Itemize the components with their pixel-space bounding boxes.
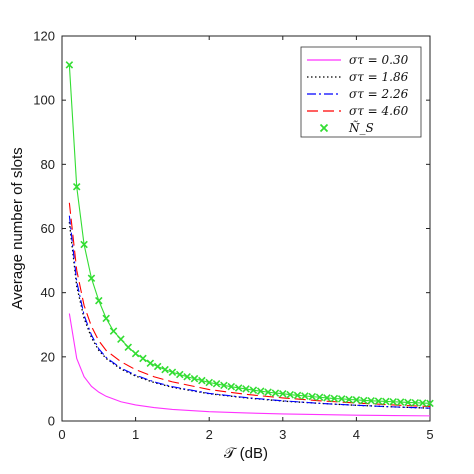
legend-entry-label: στ = 0.30 (349, 53, 409, 67)
data-point-marker (382, 397, 390, 406)
y-tick-label: 0 (48, 414, 55, 429)
legend-entry-label: στ = 4.60 (349, 104, 409, 118)
data-point-marker (271, 389, 280, 397)
data-point-marker (190, 374, 199, 383)
legend-entry-label: στ = 1.86 (349, 70, 409, 84)
data-point-marker (168, 368, 177, 376)
data-point-marker (426, 399, 434, 408)
data-point-marker (95, 296, 103, 305)
data-point-marker (65, 61, 74, 69)
data-point-marker (139, 354, 147, 363)
data-point-marker (124, 343, 133, 351)
data-point-marker (308, 392, 317, 401)
series-line-0 (68, 313, 431, 417)
data-point-marker (212, 380, 221, 388)
data-point-marker (345, 395, 353, 404)
data-point-marker (227, 382, 236, 391)
data-point-marker (286, 390, 294, 399)
data-point-marker (80, 240, 88, 249)
x-tick-label: 0 (58, 427, 65, 442)
legend-entry-label: Ñ_S (348, 120, 374, 135)
data-point-marker (367, 397, 375, 405)
x-tick-label: 3 (279, 427, 286, 442)
data-point-marker (87, 274, 96, 282)
data-point-marker (418, 399, 427, 407)
data-point-marker (293, 391, 302, 400)
data-point-marker (330, 394, 339, 403)
series-line-2 (68, 215, 431, 409)
data-point-marker (72, 183, 81, 191)
y-tick-label: 20 (41, 349, 55, 364)
data-point-marker (411, 398, 420, 407)
data-point-marker (205, 378, 213, 387)
data-point-marker (323, 394, 331, 402)
data-point-marker (175, 370, 184, 379)
data-point-marker (242, 385, 250, 393)
data-point-marker (264, 388, 272, 396)
series-line-3 (68, 202, 431, 408)
data-point-marker (161, 365, 169, 374)
x-axis-ticks: 0 1 2 3 4 5 (58, 36, 434, 442)
plot-area (61, 35, 434, 422)
data-point-marker (249, 386, 258, 394)
x-tick-label: 4 (353, 427, 360, 442)
data-point-marker (131, 349, 140, 358)
data-point-marker (301, 392, 309, 400)
legend-entry-label: στ = 2.26 (349, 87, 409, 101)
x-tick-label: 2 (206, 427, 213, 442)
legend-box (300, 46, 422, 138)
y-axis-ticks: 0 20 40 60 80 100 120 (33, 29, 430, 429)
x-tick-label: 5 (426, 427, 433, 442)
y-tick-label: 40 (41, 285, 55, 300)
data-point-marker (109, 327, 118, 335)
data-point-marker (396, 398, 405, 406)
data-point-marker (352, 396, 361, 404)
data-point-marker (198, 376, 206, 385)
data-point-marker (183, 372, 191, 381)
data-point-marker (337, 395, 346, 403)
data-point-marker (404, 398, 412, 407)
data-point-marker (220, 381, 228, 390)
data-point-marker (234, 384, 243, 392)
y-tick-label: 80 (41, 157, 55, 172)
y-tick-label: 60 (41, 221, 55, 236)
data-point-marker (389, 397, 397, 406)
y-tick-label: 100 (33, 93, 55, 108)
data-point-marker (279, 389, 287, 398)
data-point-marker (359, 396, 368, 405)
data-point-marker (117, 335, 125, 343)
data-point-marker (146, 359, 155, 368)
series-line-1 (68, 222, 431, 409)
data-point-marker (153, 362, 162, 371)
x-tick-label: 1 (132, 427, 139, 442)
data-point-marker (315, 393, 324, 402)
legend: στ = 0.30 στ = 1.86 στ = 2.26 στ = 4.60 Ñ_S (300, 46, 422, 138)
y-tick-label: 120 (33, 29, 55, 44)
data-point-marker (102, 314, 110, 323)
data-point-marker (374, 397, 383, 405)
data-point-marker (256, 387, 265, 395)
x-axis-label: 𝒯 (dB) (224, 445, 268, 462)
y-axis-label: Average number of slots (9, 147, 26, 309)
